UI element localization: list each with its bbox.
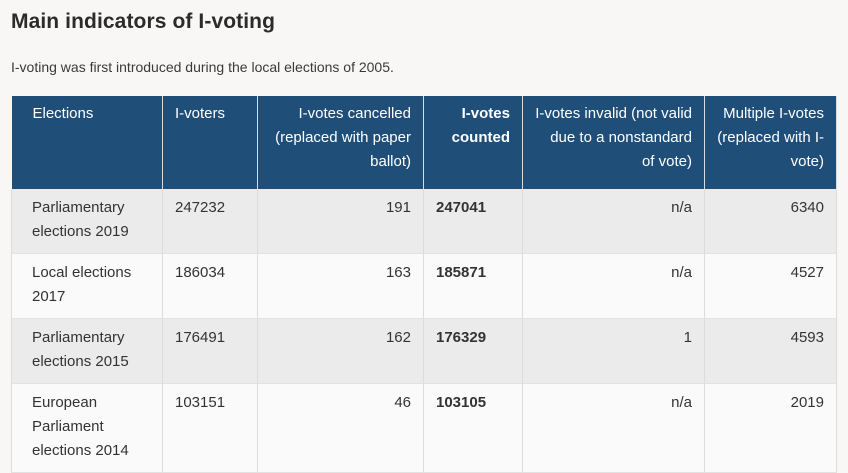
cell-cancelled: 162 xyxy=(257,318,424,384)
cell-multiple: 2019 xyxy=(704,383,837,473)
page-title: Main indicators of I-voting xyxy=(11,10,276,33)
table-row: European Parliament elections 2014 10315… xyxy=(11,383,837,473)
cell-invalid: n/a xyxy=(522,253,705,319)
cell-cancelled: 163 xyxy=(257,253,424,319)
table-header-row: Elections I-voters I-votes cancelled (re… xyxy=(11,96,837,189)
cell-cancelled: 46 xyxy=(257,383,424,473)
cell-cancelled: 191 xyxy=(257,189,424,254)
cell-invalid: n/a xyxy=(522,383,705,473)
header-multiple-i-votes: Multiple I-votes (replaced with I-vote) xyxy=(704,96,837,189)
header-i-votes-counted: I-votes counted xyxy=(423,96,523,189)
header-i-voters: I-voters xyxy=(162,96,258,189)
cell-invalid: n/a xyxy=(522,189,705,254)
cell-election: European Parliament elections 2014 xyxy=(11,383,163,473)
cell-i-voters: 186034 xyxy=(162,253,258,319)
table-row: Parliamentary elections 2015 176491 162 … xyxy=(11,318,837,384)
cell-invalid: 1 xyxy=(522,318,705,384)
cell-counted: 103105 xyxy=(423,383,523,473)
header-elections: Elections xyxy=(11,96,163,189)
header-i-votes-cancelled: I-votes cancelled (replaced with paper b… xyxy=(257,96,424,189)
cell-counted: 185871 xyxy=(423,253,523,319)
cell-election: Parliamentary elections 2019 xyxy=(11,189,163,254)
indicators-table: Elections I-voters I-votes cancelled (re… xyxy=(11,96,837,473)
cell-election: Parliamentary elections 2015 xyxy=(11,318,163,384)
cell-i-voters: 103151 xyxy=(162,383,258,473)
cell-i-voters: 176491 xyxy=(162,318,258,384)
cell-multiple: 4527 xyxy=(704,253,837,319)
cell-i-voters: 247232 xyxy=(162,189,258,254)
table-row: Parliamentary elections 2019 247232 191 … xyxy=(11,189,837,254)
intro-text: I-voting was first introduced during the… xyxy=(11,59,394,75)
cell-multiple: 4593 xyxy=(704,318,837,384)
cell-counted: 176329 xyxy=(423,318,523,384)
cell-counted: 247041 xyxy=(423,189,523,254)
cell-multiple: 6340 xyxy=(704,189,837,254)
header-i-votes-invalid: I-votes invalid (not valid due to a nons… xyxy=(522,96,705,189)
table-row: Local elections 2017 186034 163 185871 n… xyxy=(11,253,837,319)
cell-election: Local elections 2017 xyxy=(11,253,163,319)
